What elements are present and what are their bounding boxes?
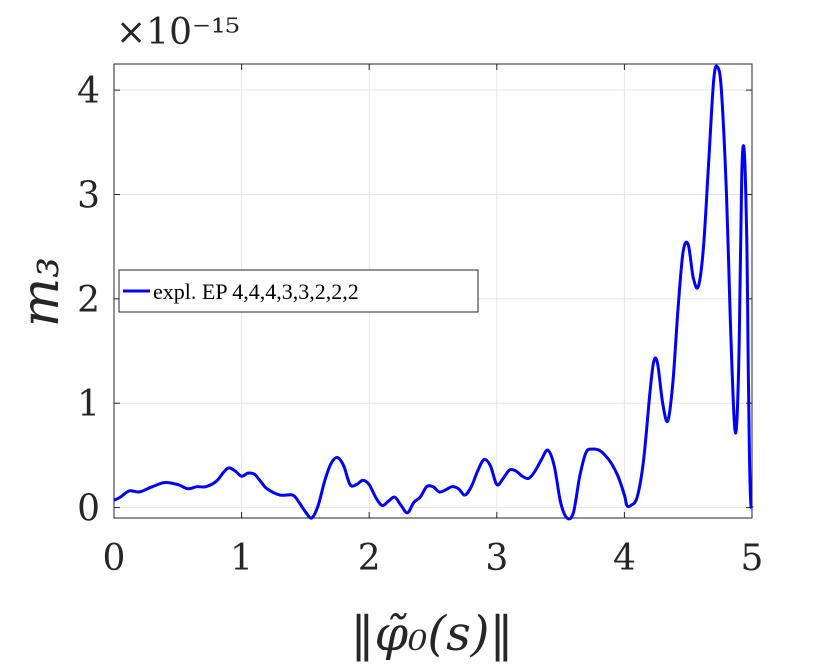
y-tick-label: 2 bbox=[77, 280, 100, 321]
y-tick-label: 3 bbox=[77, 175, 100, 216]
legend-label: expl. EP 4,4,4,3,3,2,2,2 bbox=[153, 279, 359, 304]
ticks bbox=[113, 64, 753, 518]
y-axis-title: m₃ bbox=[11, 257, 71, 327]
legend-box bbox=[118, 269, 479, 313]
x-axis-title: ‖φ̃₀(s)‖ bbox=[351, 606, 514, 662]
x-tick-label: 3 bbox=[485, 538, 508, 579]
exponent-label: ×10⁻¹⁵ bbox=[116, 12, 240, 53]
x-tick-label: 4 bbox=[613, 538, 636, 579]
y-tick-label: 4 bbox=[77, 71, 100, 112]
x-tick-label: 2 bbox=[358, 538, 381, 579]
x-tick-label: 5 bbox=[741, 538, 764, 579]
x-tick-label: 1 bbox=[230, 538, 253, 579]
plot-area bbox=[113, 63, 753, 519]
y-tick-label: 0 bbox=[77, 489, 100, 530]
series-line bbox=[113, 64, 754, 521]
x-tick-label: 0 bbox=[103, 538, 126, 579]
tick-labels: 0 1 2 3 4 5 0 1 2 3 4 bbox=[77, 71, 763, 579]
legend: expl. EP 4,4,4,3,3,2,2,2 bbox=[118, 269, 479, 313]
y-tick-label: 1 bbox=[77, 384, 100, 425]
